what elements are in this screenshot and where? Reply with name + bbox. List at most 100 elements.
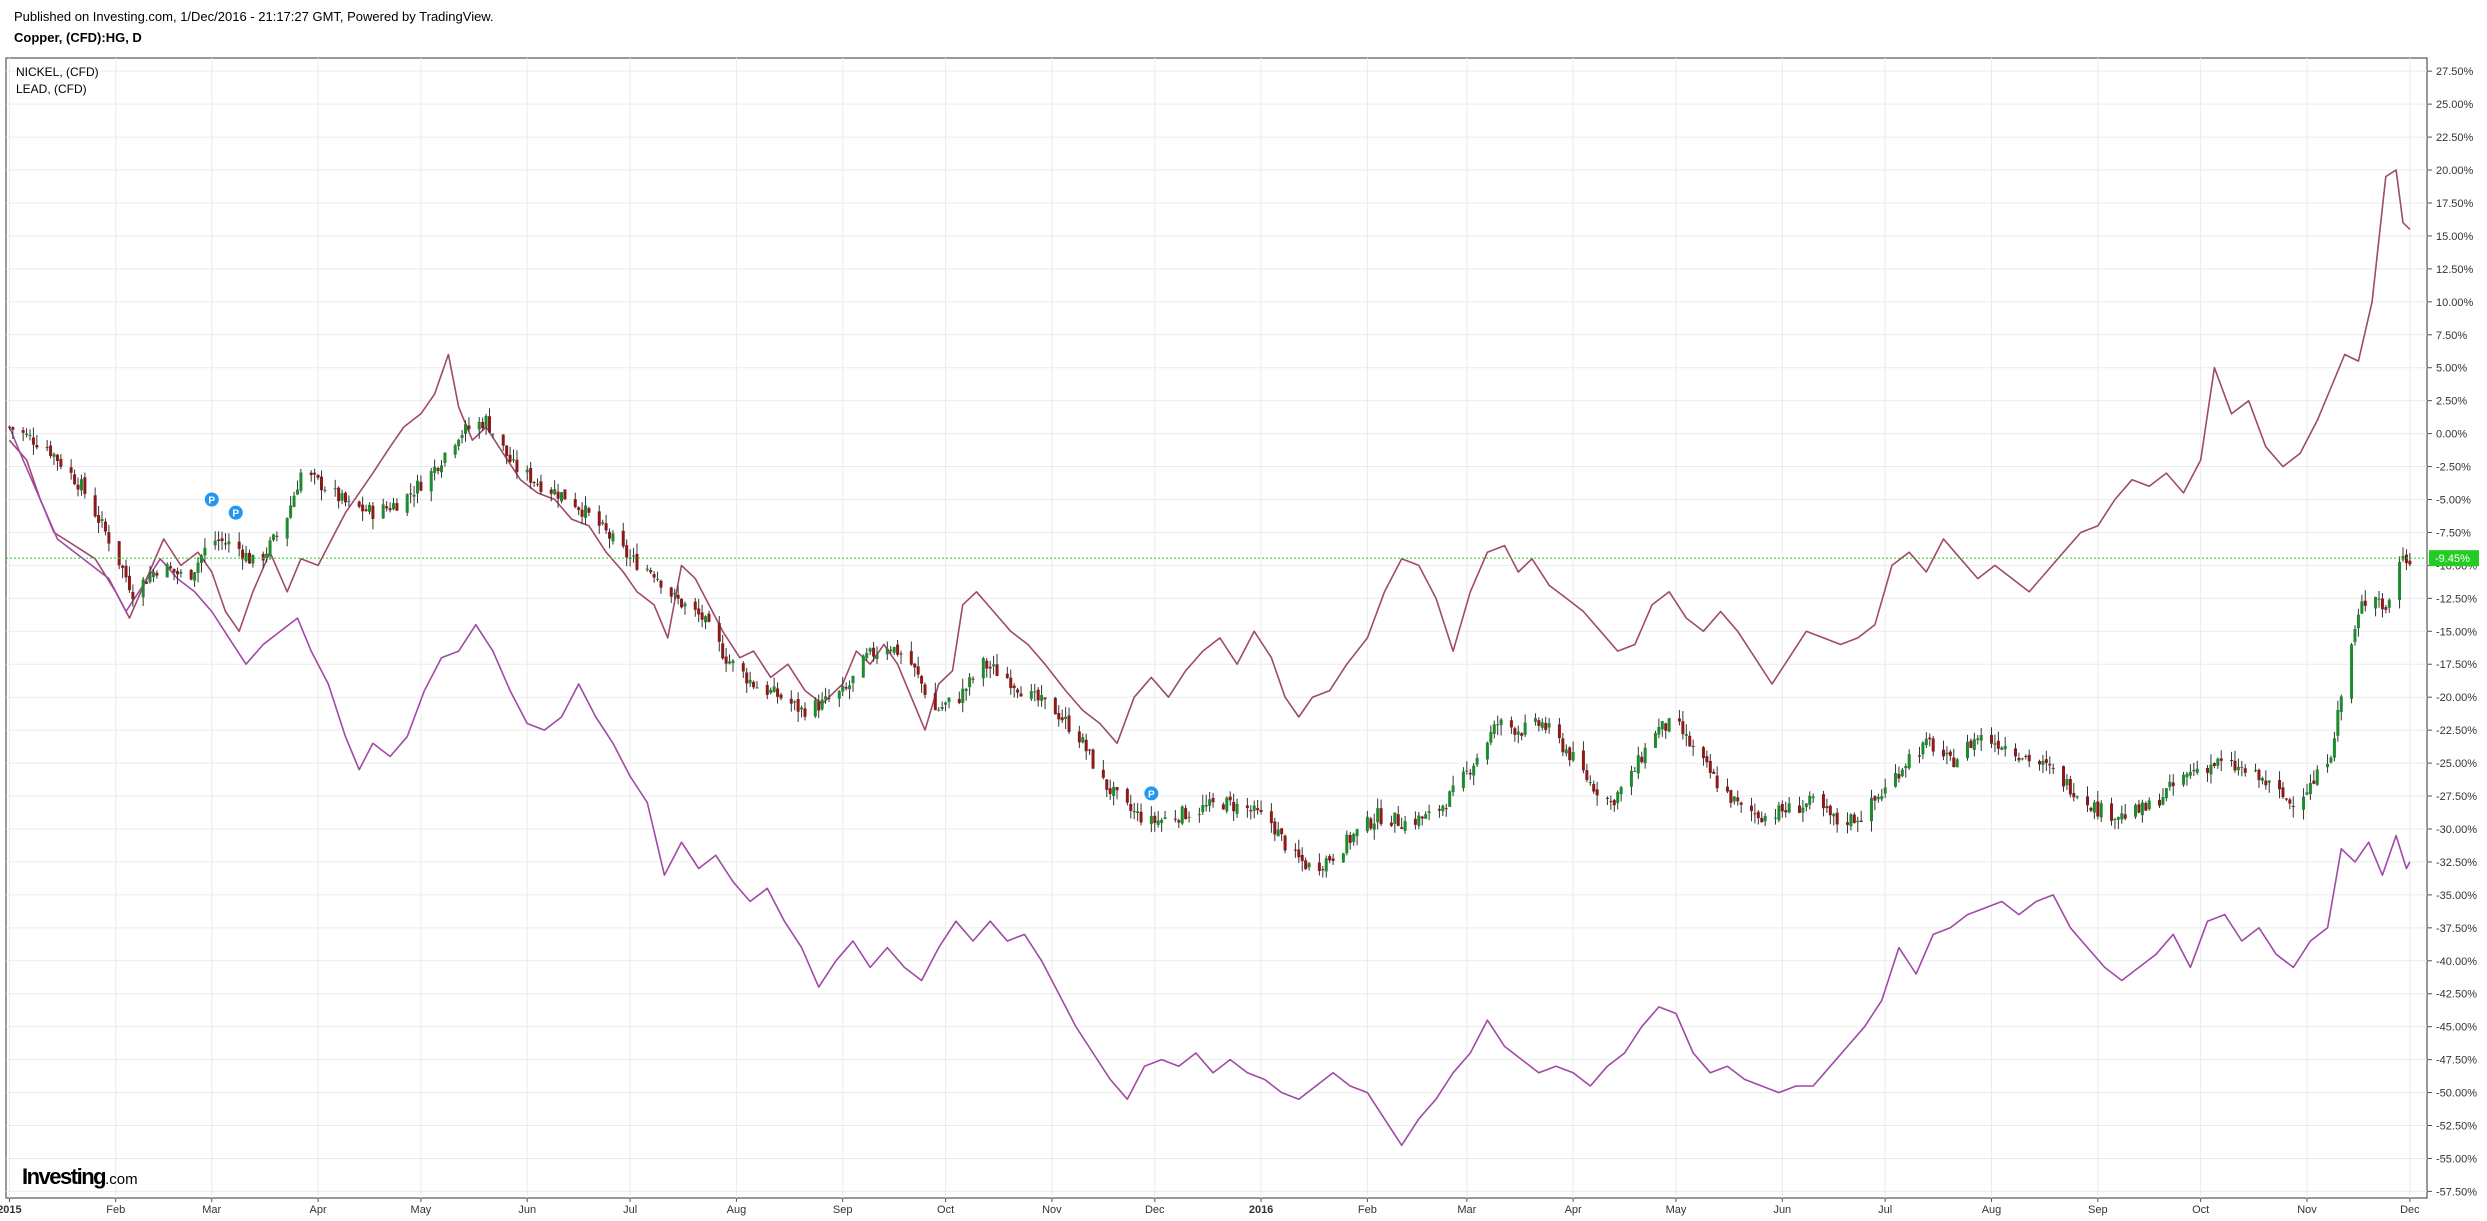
candle-body	[2171, 782, 2175, 787]
candle-body	[505, 445, 509, 456]
candle-body	[1924, 738, 1928, 745]
candle-body	[1571, 752, 1575, 761]
candle-body	[1564, 749, 1568, 754]
candle-body	[717, 623, 721, 642]
y-tick-label: -7.50%	[2436, 527, 2471, 539]
y-tick-label: 12.50%	[2436, 264, 2474, 276]
candle-body	[2113, 819, 2117, 821]
candle-body	[1149, 815, 1153, 825]
candle-body	[1681, 721, 1685, 735]
candle-body	[268, 540, 272, 556]
candle-body	[1283, 835, 1287, 851]
candle-body	[748, 679, 752, 684]
y-tick-label: -42.50%	[2436, 989, 2477, 1001]
candle-body	[28, 435, 32, 437]
candle-body	[827, 697, 831, 699]
candle-body	[1749, 805, 1753, 812]
candle-body	[1208, 799, 1212, 806]
candle-body	[1396, 814, 1400, 826]
candle-body	[1993, 743, 1997, 745]
chart-header: Published on Investing.com, 1/Dec/2016 -…	[14, 8, 494, 47]
y-tick-label: -12.50%	[2436, 593, 2477, 605]
candle-body	[1605, 797, 1609, 799]
candle-body	[745, 672, 749, 684]
candle-body	[371, 505, 375, 519]
candle-body	[1900, 769, 1904, 777]
series-line-lead	[8, 426, 2411, 1147]
candle-body	[121, 565, 125, 568]
candle-body	[1736, 797, 1740, 802]
candle-body	[1413, 818, 1417, 825]
candle-body	[1588, 782, 1592, 784]
candle-body	[199, 555, 203, 564]
candle-body	[97, 515, 101, 523]
candle-body	[2305, 792, 2309, 795]
logo-suffix: .com	[105, 1171, 138, 1188]
candle-body	[481, 421, 485, 429]
candle-body	[824, 696, 828, 700]
x-tick-label: Oct	[937, 1204, 954, 1216]
candle-body	[1643, 747, 1647, 764]
legend-item-lead[interactable]: LEAD, (CFD)	[16, 82, 87, 96]
event-marker	[228, 505, 243, 520]
candle-body	[1979, 734, 1983, 741]
candle-body	[1379, 808, 1383, 825]
candle-body	[851, 675, 855, 684]
candle-body	[213, 540, 217, 546]
candle-body	[141, 579, 145, 598]
candle-body	[2137, 804, 2141, 813]
candle-body	[1952, 757, 1956, 768]
candle-body	[2360, 601, 2364, 614]
candle-body	[1797, 805, 1801, 813]
candle-body	[2134, 804, 2138, 817]
candle-body	[1948, 751, 1952, 756]
candle-body	[676, 594, 680, 599]
candle-body	[1444, 808, 1448, 810]
candle-body	[2240, 766, 2244, 768]
x-tick-label: Apr	[1565, 1204, 1582, 1216]
candle-body	[2003, 745, 2007, 750]
candle-body	[1139, 811, 1143, 823]
candle-body	[1640, 756, 1644, 763]
candle-body	[1773, 817, 1777, 819]
candle-body	[1448, 791, 1452, 807]
candle-body	[2308, 783, 2312, 795]
candle-body	[460, 434, 464, 439]
candle-body	[1040, 695, 1044, 701]
candle-body	[752, 681, 756, 688]
candle-body	[79, 479, 83, 491]
candle-body	[1225, 797, 1229, 812]
candle-body	[1163, 817, 1167, 819]
candle-body	[940, 706, 944, 709]
candle-body	[433, 466, 437, 473]
legend: NICKEL, (CFD) LEAD, (CFD)	[16, 64, 99, 98]
candle-body	[1293, 849, 1297, 851]
candle-body	[597, 511, 601, 526]
y-tick-label: 25.00%	[2436, 99, 2474, 111]
y-tick-label: -40.00%	[2436, 956, 2477, 968]
legend-item-nickel[interactable]: NICKEL, (CFD)	[16, 65, 99, 79]
candle-body	[217, 539, 221, 541]
candle-body	[1297, 849, 1301, 858]
investing-logo: Investing.com	[22, 1164, 138, 1190]
x-tick-label: Nov	[2297, 1204, 2317, 1216]
candle-body	[1269, 811, 1273, 824]
candle-body	[560, 492, 564, 502]
candle-body	[1180, 806, 1184, 824]
candle-body	[556, 491, 560, 499]
candle-body	[1969, 740, 1973, 748]
candle-body	[868, 648, 872, 652]
candle-body	[364, 509, 368, 512]
candle-body	[995, 664, 999, 677]
candle-body	[2089, 807, 2093, 811]
plot-frame	[5, 57, 2428, 1199]
x-tick-label: Sep	[833, 1204, 853, 1216]
candle-body	[971, 678, 975, 680]
y-tick-label: -50.00%	[2436, 1088, 2477, 1100]
candle-body	[577, 507, 581, 510]
candle-body	[2086, 796, 2090, 806]
candle-body	[1101, 769, 1105, 778]
candle-body	[779, 694, 783, 699]
candle-body	[1389, 822, 1393, 826]
